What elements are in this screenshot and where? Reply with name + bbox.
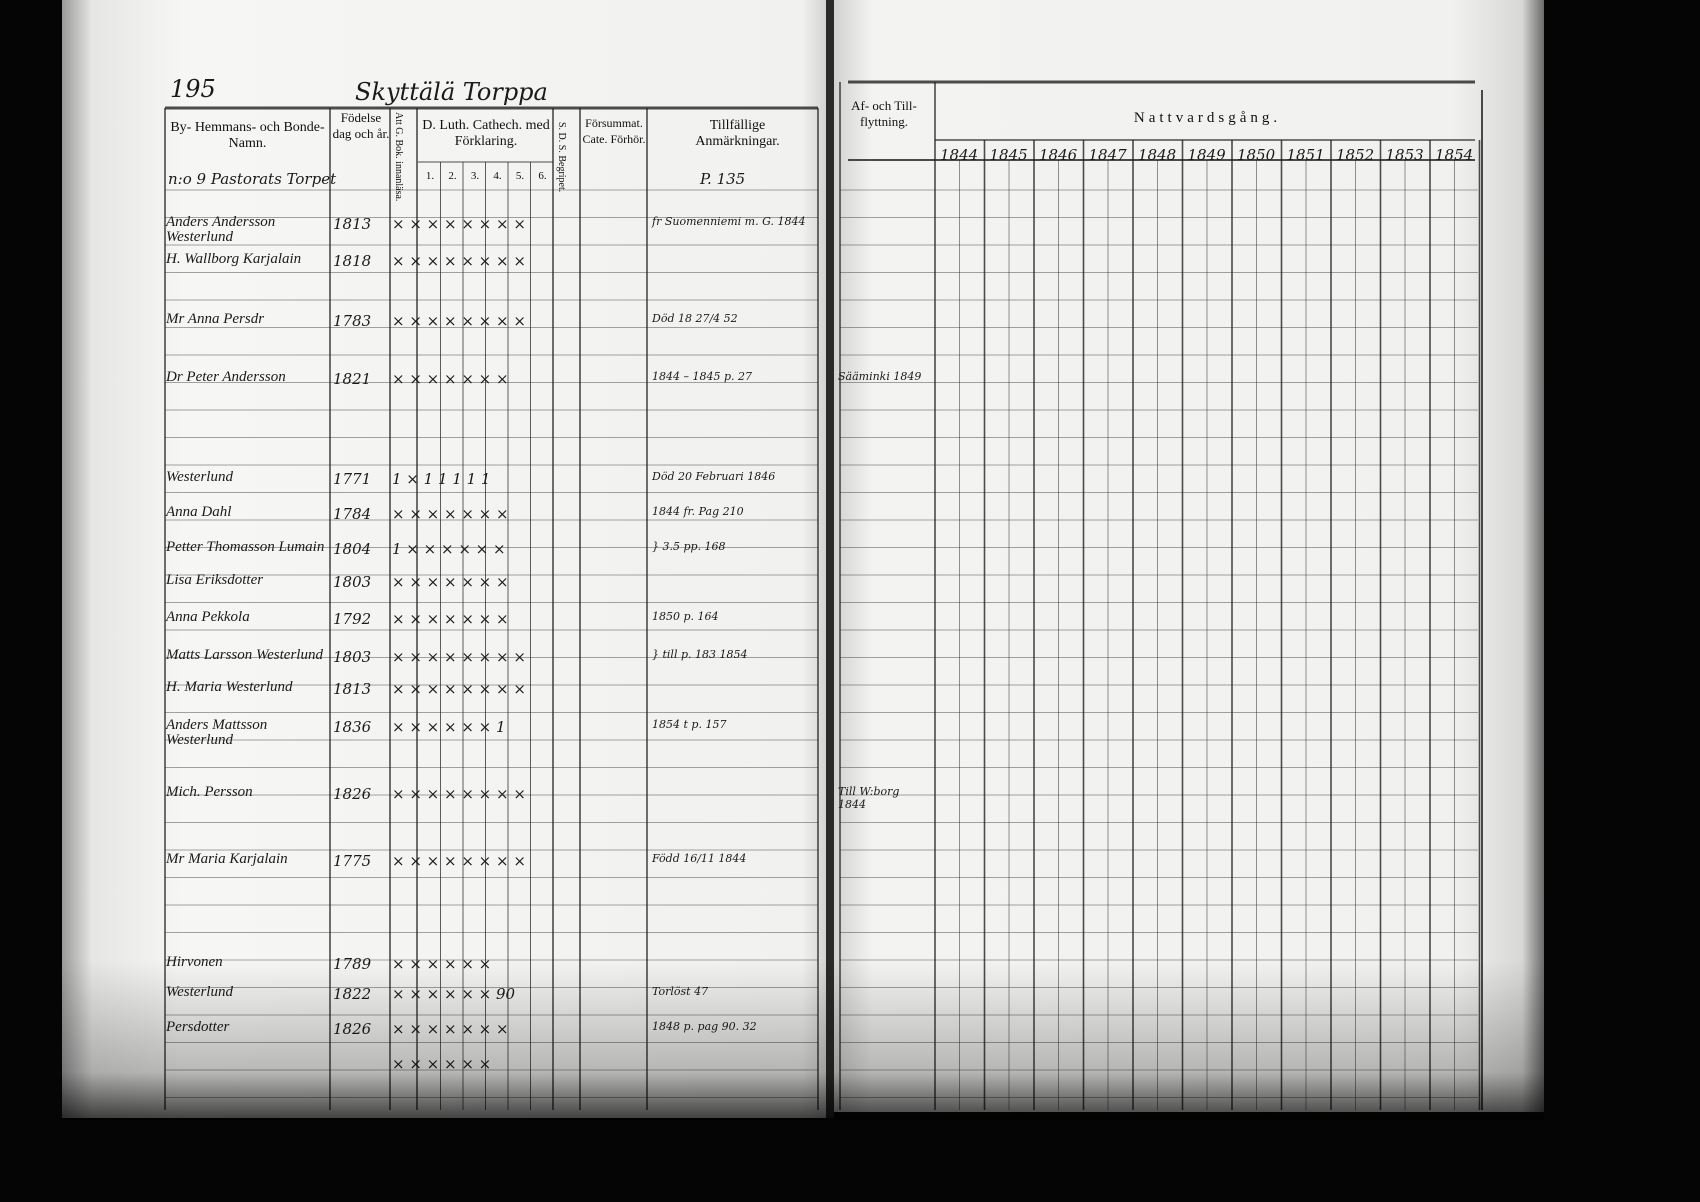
left-page xyxy=(62,0,830,1118)
entry-marks: × × × × × × × xyxy=(392,610,509,628)
header-moving: Af- och Till- flyttning. xyxy=(851,98,917,129)
year-header: 1845 xyxy=(989,146,1028,164)
entry-birth: 1818 xyxy=(333,252,372,270)
page-heading: Skyttälä Torppa xyxy=(355,78,548,106)
entry-birth: 1813 xyxy=(333,215,372,233)
header-sds: S. D. S. Begripet. xyxy=(556,121,567,193)
year-header: 1853 xyxy=(1385,146,1424,164)
entry-marks: 1 × 1 1 1 1 1 xyxy=(392,470,491,488)
entry-marks: × × × × × × × × xyxy=(392,648,526,666)
entry-remark: Torlöst 47 xyxy=(652,985,709,998)
entry-birth: 1771 xyxy=(333,470,372,488)
header-remarks: Tillfällige Anmärkningar. xyxy=(695,118,780,149)
entry-name: Hirvonen xyxy=(166,954,223,970)
entry-name: Anna Pekkola xyxy=(166,609,250,625)
catechism-subheader: 4. xyxy=(493,170,502,182)
entry-marks: × × × × × × × × xyxy=(392,215,526,233)
entry-birth: 1775 xyxy=(333,852,372,870)
entry-name: Persdotter xyxy=(166,1019,230,1035)
entry-remark: Död 20 Februari 1846 xyxy=(652,470,776,483)
year-header: 1851 xyxy=(1286,146,1325,164)
entry-birth: 1803 xyxy=(333,648,372,666)
header-catechism: D. Luth. Cathech. med Förklaring. xyxy=(422,118,550,149)
entry-name: Petter Thomasson Lumain xyxy=(166,539,325,555)
entry-marks: × × × × × × 90 xyxy=(392,985,516,1003)
entry-marks: × × × × × × × xyxy=(392,370,509,388)
entry-name: Mr Maria Karjalain xyxy=(166,851,288,867)
year-header: 1854 xyxy=(1435,146,1474,164)
entry-marks: × × × × × × × xyxy=(392,505,509,523)
entry-marks: × × × × × × × xyxy=(392,1020,509,1038)
header-communion: Nattvardsgång. xyxy=(1133,110,1282,126)
entry-birth: 1826 xyxy=(333,1020,372,1038)
header-book: Att G. Bok. innanläsa. xyxy=(393,112,404,202)
year-header: 1847 xyxy=(1088,146,1127,164)
remarks-page-ref: P. 135 xyxy=(700,170,746,188)
entry-name: Matts Larsson Westerlund xyxy=(166,647,323,663)
section-label: n:o 9 Pastorats Torpet xyxy=(168,170,337,188)
entry-name: Mr Anna Persdr xyxy=(166,311,265,327)
entry-marks: × × × × × × × × xyxy=(392,852,526,870)
year-header: 1852 xyxy=(1336,146,1375,164)
year-header: 1844 xyxy=(940,146,979,164)
entry-birth: 1803 xyxy=(333,573,372,591)
entry-name: H. Wallborg Karjalain xyxy=(166,251,302,267)
entry-marks: × × × × × × xyxy=(392,1055,492,1073)
header-name: By- Hemmans- och Bonde-Namn. xyxy=(170,120,325,151)
entry-remark: 1854 t p. 157 xyxy=(652,718,727,731)
entry-remark: 1848 p. pag 90. 32 xyxy=(652,1020,757,1033)
entry-remark: } 3.5 pp. 168 xyxy=(652,540,726,553)
entry-name: Dr Peter Andersson xyxy=(166,369,286,385)
entry-remark: Född 16/11 1844 xyxy=(652,852,747,865)
entry-remark: 1850 p. 164 xyxy=(652,610,719,623)
entry-birth: 1783 xyxy=(333,312,372,330)
year-header: 1850 xyxy=(1237,146,1276,164)
entry-remark: 1844 – 1845 p. 27 xyxy=(652,370,753,383)
catechism-subheader: 1. xyxy=(425,170,435,182)
book-gutter xyxy=(826,0,834,1118)
entry-marks: 1 × × × × × × xyxy=(392,540,506,558)
entry-marks: × × × × × × xyxy=(392,955,492,973)
entry-remark: Död 18 27/4 52 xyxy=(652,312,738,325)
entry-moving: Till W:borg 1844 xyxy=(838,785,900,811)
entry-marks: × × × × × × × × xyxy=(392,680,526,698)
entry-marks: × × × × × × × × xyxy=(392,785,526,803)
year-header: 1846 xyxy=(1039,146,1078,164)
entry-marks: × × × × × × × xyxy=(392,573,509,591)
entry-name: H. Maria Westerlund xyxy=(166,679,293,695)
entry-marks: × × × × × × 1 xyxy=(392,718,506,736)
header-missed: Försummat. Cate. Förhör. xyxy=(582,116,646,146)
entry-name: Westerlund xyxy=(166,469,233,485)
catechism-subheader: 2. xyxy=(448,170,457,182)
catechism-subheader: 5. xyxy=(515,170,525,182)
entry-name: Anders Andersson Westerlund xyxy=(166,214,276,245)
year-header: 1849 xyxy=(1187,146,1226,164)
header-birth: Födelse dag och år. xyxy=(332,110,390,141)
entry-name: Anders Mattsson Westerlund xyxy=(166,717,268,748)
entry-marks: × × × × × × × × xyxy=(392,312,526,330)
entry-birth: 1784 xyxy=(333,505,372,523)
right-page xyxy=(832,0,1544,1112)
page-number: 195 xyxy=(170,75,216,103)
catechism-subheader: 6. xyxy=(538,170,547,182)
year-header: 1848 xyxy=(1138,146,1177,164)
entry-moving: Sääminki 1849 xyxy=(838,370,922,383)
entry-birth: 1792 xyxy=(333,610,372,628)
entry-birth: 1813 xyxy=(333,680,372,698)
entry-name: Westerlund xyxy=(166,984,233,1000)
entry-remark: 1844 fr. Pag 210 xyxy=(652,505,744,518)
entry-remark: } till p. 183 1854 xyxy=(652,648,748,661)
entry-birth: 1836 xyxy=(333,718,372,736)
entry-marks: × × × × × × × × xyxy=(392,252,526,270)
entry-birth: 1821 xyxy=(333,370,372,388)
entry-birth: 1789 xyxy=(333,955,372,973)
entry-remark: fr Suomenniemi m. G. 1844 xyxy=(652,215,806,228)
entry-birth: 1826 xyxy=(333,785,372,803)
entry-name: Mich. Persson xyxy=(166,784,253,800)
entry-birth: 1822 xyxy=(333,985,372,1003)
entry-birth: 1804 xyxy=(333,540,372,558)
entry-name: Lisa Eriksdotter xyxy=(166,572,264,588)
catechism-subheader: 3. xyxy=(470,170,480,182)
entry-name: Anna Dahl xyxy=(166,504,232,520)
